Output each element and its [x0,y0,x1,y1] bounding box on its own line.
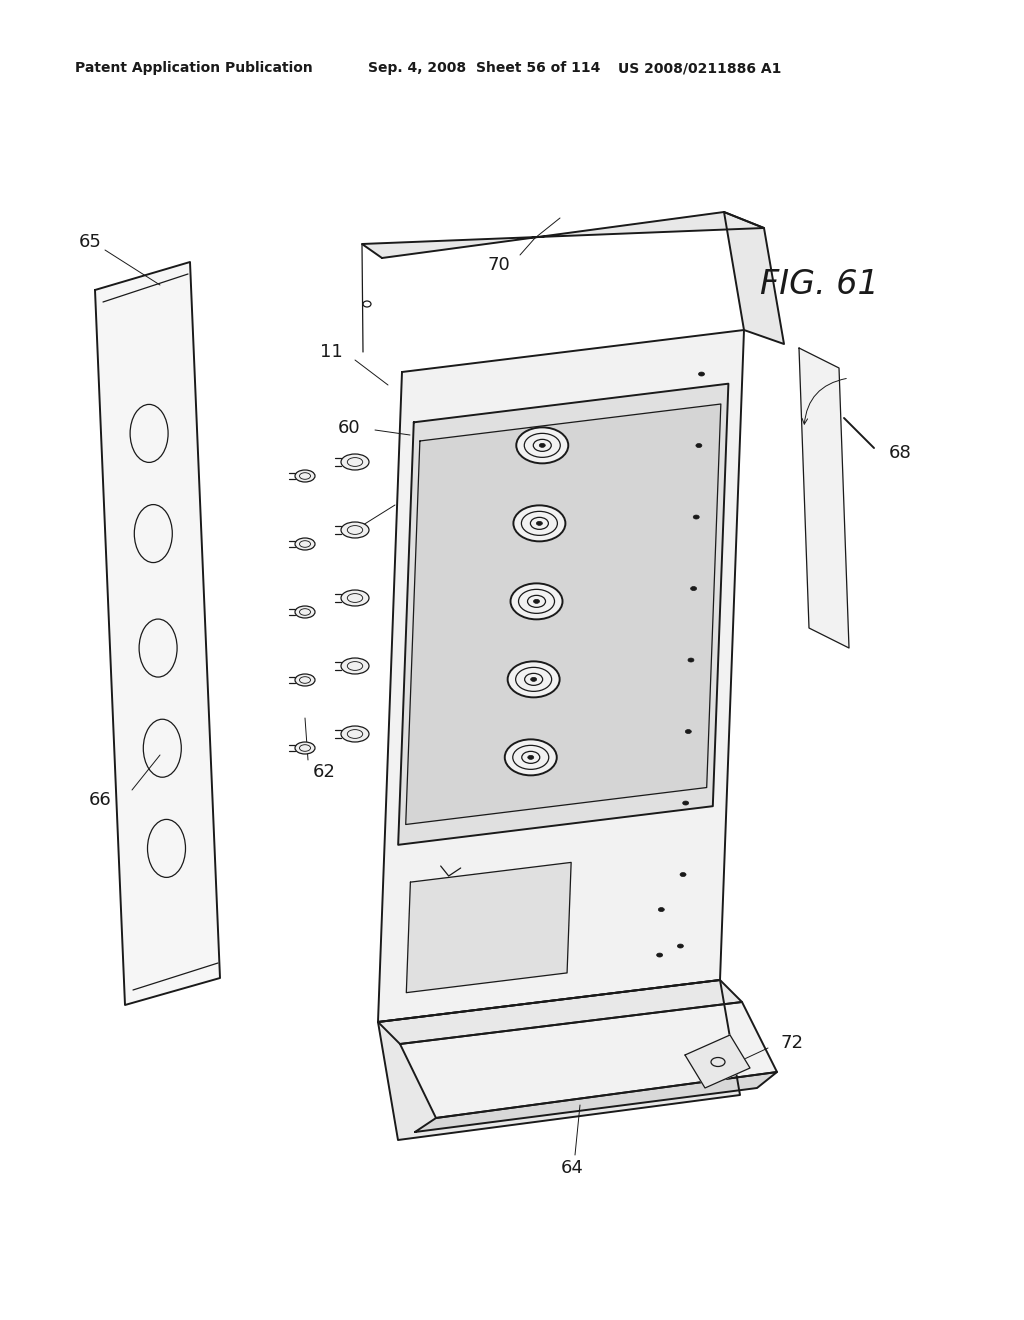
Ellipse shape [347,458,351,466]
Ellipse shape [297,609,301,615]
Polygon shape [406,404,721,825]
Ellipse shape [658,908,665,912]
Ellipse shape [516,428,568,463]
Ellipse shape [513,506,565,541]
Ellipse shape [341,454,369,470]
Ellipse shape [693,515,699,519]
Ellipse shape [295,675,315,686]
Text: 11: 11 [321,343,343,360]
Ellipse shape [347,525,351,535]
Ellipse shape [347,730,351,738]
Ellipse shape [295,539,315,550]
Text: 61: 61 [410,491,433,510]
Polygon shape [407,862,571,993]
Ellipse shape [511,583,562,619]
Polygon shape [378,979,742,1044]
Polygon shape [685,1035,750,1088]
Text: Sheet 56 of 114: Sheet 56 of 114 [476,61,600,75]
Ellipse shape [530,677,537,681]
Polygon shape [400,1002,777,1118]
Ellipse shape [527,755,534,759]
Ellipse shape [680,873,686,876]
Text: 70: 70 [487,256,510,275]
Ellipse shape [540,444,545,447]
Ellipse shape [295,742,315,754]
Ellipse shape [683,801,689,805]
Polygon shape [95,261,220,1005]
Ellipse shape [688,659,694,663]
Ellipse shape [656,953,663,957]
Text: US 2008/0211886 A1: US 2008/0211886 A1 [618,61,781,75]
Ellipse shape [341,521,369,539]
Text: 64: 64 [560,1159,584,1177]
Ellipse shape [534,599,540,603]
Text: Sep. 4, 2008: Sep. 4, 2008 [368,61,466,75]
Ellipse shape [696,444,701,447]
Polygon shape [799,348,849,648]
Text: 62: 62 [313,763,336,781]
Ellipse shape [295,470,315,482]
Text: FIG. 61: FIG. 61 [760,268,879,301]
Text: 72: 72 [780,1034,803,1052]
Polygon shape [378,330,744,1022]
Ellipse shape [685,730,691,734]
Ellipse shape [297,744,301,751]
Ellipse shape [537,521,543,525]
Text: 66: 66 [89,791,112,809]
Text: 65: 65 [79,234,101,251]
Ellipse shape [347,663,351,671]
Ellipse shape [341,657,369,675]
Ellipse shape [341,726,369,742]
Ellipse shape [508,661,560,697]
Ellipse shape [341,590,369,606]
Text: 60: 60 [337,418,360,437]
Polygon shape [415,1072,777,1133]
Ellipse shape [678,944,683,948]
Ellipse shape [347,594,351,602]
Ellipse shape [698,372,705,376]
Ellipse shape [297,473,301,479]
Ellipse shape [297,677,301,682]
Text: 68: 68 [889,444,911,462]
Polygon shape [724,213,784,345]
Text: Patent Application Publication: Patent Application Publication [75,61,312,75]
Polygon shape [398,384,728,845]
Ellipse shape [297,541,301,546]
Ellipse shape [295,606,315,618]
Ellipse shape [690,586,696,590]
Polygon shape [362,213,764,257]
Polygon shape [378,979,740,1140]
Ellipse shape [505,739,557,775]
